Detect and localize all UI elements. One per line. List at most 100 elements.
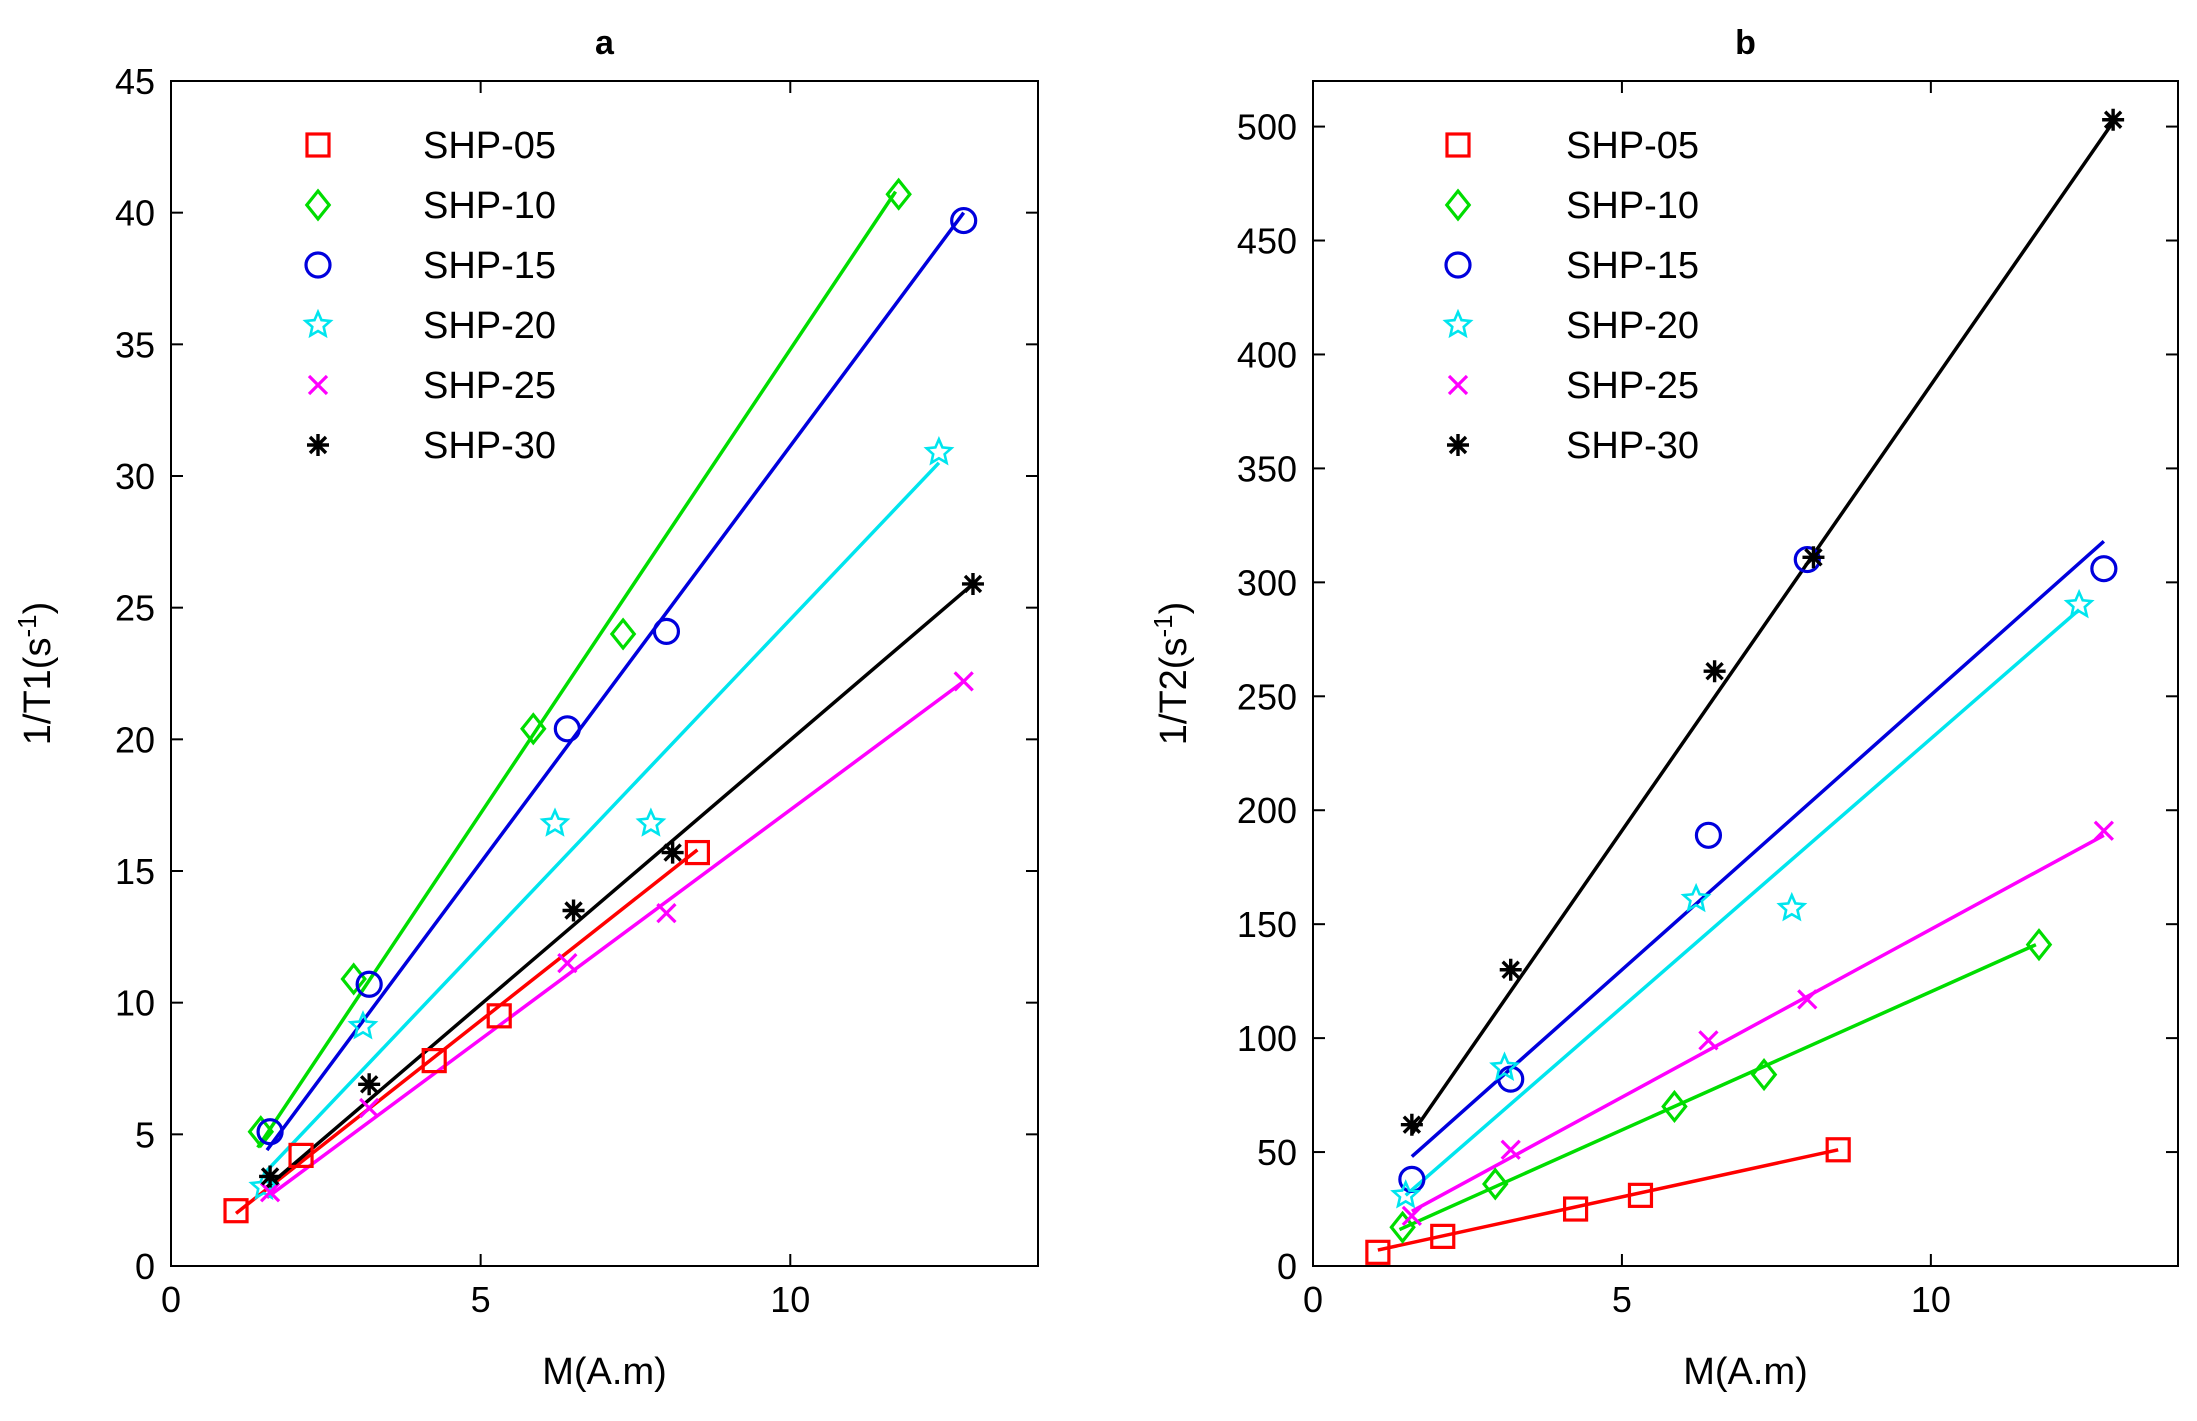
legend: SHP-05 SHP-10 SHP-15 SHP-20 SHP-25 SHP-30 [302,125,556,467]
legend-label: SHP-15 [1566,245,1699,287]
data-point [961,572,984,595]
chart-title: a [595,24,615,62]
legend-marker [1444,251,1472,279]
fit-line [1404,608,2081,1197]
data-point [486,1003,512,1029]
data-point [557,953,578,974]
y-tick-label: 150 [1237,904,1297,945]
legend-marker [1447,434,1469,456]
legend-label: SHP-10 [1566,185,1699,227]
data-point [1661,1089,1688,1124]
y-tick-label: 20 [115,719,155,760]
y-tick-label: 10 [115,983,155,1024]
y-tick-label: 250 [1237,676,1297,717]
legend-label: SHP-05 [1566,125,1699,167]
data-point [652,617,681,645]
y-tick-label: 35 [115,324,155,365]
data-point [1497,1065,1525,1093]
y-tick-label: 200 [1237,790,1297,831]
x-tick-label: 10 [1911,1279,1951,1320]
y-tick-label: 0 [135,1246,155,1287]
data-point [248,1170,280,1201]
series-shp-25 [1411,833,2105,1213]
data-point [661,841,684,864]
data-point [1793,545,1821,574]
y-tick-label: 30 [115,456,155,497]
chart-panel-a: a 0 5 10 0 5 10 15 20 25 30 35 40 45 M(A.m) 1/T1(s-1) SH… [12,24,1039,1393]
fit-line [265,582,975,1189]
fit-line [265,211,966,1152]
legend-marker [1444,188,1472,222]
points-shp-20 [248,436,955,1201]
chart-title: b [1735,24,1756,62]
points-shp-30 [259,572,984,1188]
x-axis-label: M(A.m) [1683,1351,1808,1393]
y-tick-label: 45 [115,61,155,102]
series-shp-15 [1410,540,2106,1158]
plot-area-frame [170,80,1039,1267]
legend-label: SHP-20 [1566,305,1699,347]
legend-label: SHP-30 [423,425,556,467]
y-tick-label: 40 [115,193,155,234]
data-point [1680,882,1712,913]
y-axis-label-close: ) [17,602,59,615]
data-point [1562,1196,1589,1222]
plot-area-frame [1312,80,2179,1267]
x-tick-label: 0 [161,1279,181,1320]
points-shp-25 [1401,820,2114,1227]
legend-label: SHP-05 [423,125,556,167]
data-point [358,1073,381,1096]
data-point [1627,1182,1654,1208]
points-shp-15 [1398,545,2118,1194]
series-shp-15 [265,211,966,1152]
fit-line [256,190,898,1149]
data-point [1390,1179,1422,1209]
legend-marker [304,251,332,279]
series-shp-10 [256,190,898,1149]
x-axis-label: M(A.m) [542,1351,667,1393]
y-tick-label: 0 [1277,1246,1297,1287]
data-point [1698,1030,1719,1051]
y-tick-label: 350 [1237,448,1297,489]
legend-marker [1445,132,1471,158]
y-axis-label-main: 1/T1(s [17,638,59,746]
x-tick-label: 5 [1612,1279,1632,1320]
data-point [247,1115,275,1149]
y-axis-label: 1/T2(s-1) [1148,602,1195,745]
points-shp-25 [259,671,974,1203]
fit-line [1411,833,2105,1213]
data-point [2102,108,2125,131]
data-point [953,671,974,692]
data-point [421,1047,447,1074]
y-axis-label: 1/T1(s-1) [12,602,59,745]
series-shp-25 [265,679,965,1199]
data-point [259,1182,281,1203]
data-point [1703,660,1726,683]
legend-marker [307,434,329,456]
y-tick-label: 5 [135,1114,155,1155]
data-point [656,903,677,924]
legend-label: SHP-30 [1566,425,1699,467]
y-tick-label: 100 [1237,1018,1297,1059]
legend-marker [304,188,332,222]
data-point [1500,1139,1521,1160]
y-tick-label: 400 [1237,334,1297,375]
y-tick-label: 450 [1237,221,1297,262]
fit-line [265,679,965,1199]
legend-label: SHP-25 [423,365,556,407]
points-shp-05 [1365,1137,1851,1265]
chart-panel-b: b0 5 10050100150200250300350400450500M(A.m… [1148,24,2179,1393]
points-shp-15 [256,206,978,1146]
series-shp-30 [1410,121,2115,1135]
data-point [1365,1239,1391,1265]
data-point [1482,1167,1509,1201]
legend-marker [1447,374,1469,396]
y-tick-label: 15 [115,851,155,892]
points-shp-30 [1400,108,2125,1136]
data-point [2025,928,2053,962]
data-point [1400,1113,1423,1136]
series-shp-20 [262,461,941,1176]
y-tick-label: 50 [1257,1132,1297,1173]
y-tick-label: 25 [115,588,155,629]
